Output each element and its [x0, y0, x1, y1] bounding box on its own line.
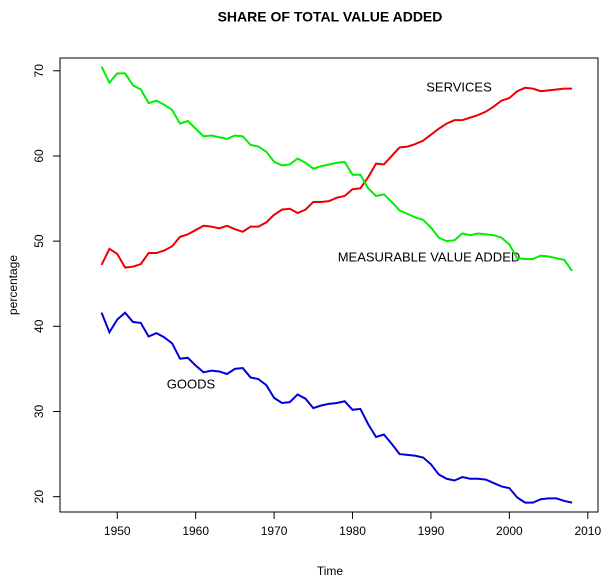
y-tick-label: 50: [32, 234, 46, 248]
series-annotation: SERVICES: [426, 79, 492, 94]
series-line: [100, 66, 573, 272]
y-tick-label: 70: [32, 64, 46, 78]
x-axis-label: Time: [317, 564, 344, 578]
x-tick-label: 2000: [496, 524, 523, 538]
y-tick-label: 20: [32, 490, 46, 504]
x-tick-label: 1960: [182, 524, 209, 538]
series-line: [100, 311, 573, 504]
x-tick-label: 1970: [261, 524, 288, 538]
plot-frame: [59, 57, 599, 513]
series-line: [100, 86, 573, 269]
x-tick-label: 1990: [418, 524, 445, 538]
series-annotation: GOODS: [167, 376, 216, 391]
chart-title: SHARE OF TOTAL VALUE ADDED: [218, 9, 443, 25]
x-tick-label: 2010: [574, 524, 601, 538]
series-annotation: MEASURABLE VALUE ADDED: [338, 249, 521, 264]
y-tick-label: 40: [32, 319, 46, 333]
y-axis-label: percentage: [6, 255, 20, 315]
y-tick-label: 60: [32, 149, 46, 163]
x-tick-label: 1980: [339, 524, 366, 538]
x-tick-label: 1950: [104, 524, 131, 538]
y-tick-label: 30: [32, 404, 46, 418]
